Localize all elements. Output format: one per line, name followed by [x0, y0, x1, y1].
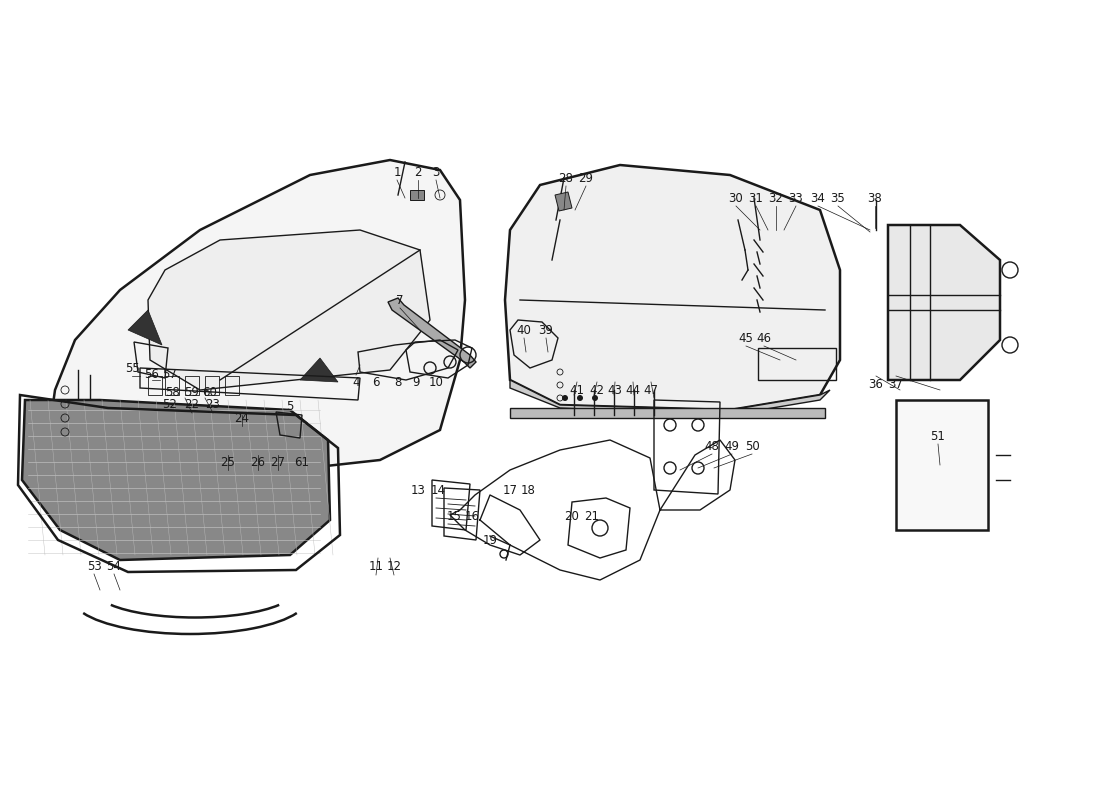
Text: 44: 44	[626, 383, 640, 397]
Text: 9: 9	[412, 377, 420, 390]
Text: 33: 33	[789, 191, 803, 205]
Text: 51: 51	[931, 430, 945, 442]
Text: 28: 28	[559, 171, 573, 185]
Text: 54: 54	[107, 559, 121, 573]
Text: 35: 35	[830, 191, 846, 205]
Polygon shape	[888, 225, 1000, 380]
Text: 38: 38	[868, 191, 882, 205]
Text: 21: 21	[584, 510, 600, 522]
Circle shape	[592, 395, 598, 401]
Polygon shape	[510, 380, 830, 415]
Text: 5: 5	[286, 401, 294, 414]
Text: 57: 57	[163, 367, 177, 381]
Text: 55: 55	[124, 362, 140, 374]
Polygon shape	[505, 165, 840, 410]
Polygon shape	[510, 408, 825, 418]
Text: 39: 39	[539, 323, 553, 337]
Text: 6: 6	[372, 377, 379, 390]
Polygon shape	[300, 358, 338, 382]
Text: 12: 12	[386, 561, 402, 574]
Text: 37: 37	[889, 378, 903, 390]
Text: 29: 29	[579, 171, 594, 185]
Polygon shape	[556, 192, 572, 211]
Text: 2: 2	[415, 166, 421, 178]
Text: 53: 53	[87, 559, 101, 573]
Text: 59: 59	[185, 386, 199, 398]
Text: 56: 56	[144, 367, 159, 381]
Text: 52: 52	[163, 398, 177, 411]
Polygon shape	[148, 230, 430, 390]
Text: 1: 1	[394, 166, 400, 178]
Polygon shape	[388, 298, 476, 368]
Text: 19: 19	[483, 534, 497, 546]
Text: 48: 48	[705, 439, 719, 453]
Text: 58: 58	[165, 386, 179, 398]
Polygon shape	[48, 160, 465, 490]
Text: 41: 41	[570, 383, 584, 397]
Text: 14: 14	[430, 483, 446, 497]
Circle shape	[578, 395, 583, 401]
Text: 60: 60	[202, 386, 218, 398]
Text: 18: 18	[520, 483, 536, 497]
FancyBboxPatch shape	[410, 190, 424, 200]
Text: 50: 50	[745, 439, 759, 453]
Text: 11: 11	[368, 561, 384, 574]
Circle shape	[562, 395, 568, 401]
Text: 32: 32	[769, 191, 783, 205]
Polygon shape	[128, 310, 162, 345]
Text: 7: 7	[396, 294, 404, 306]
Text: 27: 27	[271, 455, 286, 469]
Text: 24: 24	[234, 411, 250, 425]
Text: 26: 26	[251, 455, 265, 469]
Text: 10: 10	[429, 377, 443, 390]
Text: 3: 3	[432, 166, 440, 178]
Text: 47: 47	[644, 383, 659, 397]
Text: 43: 43	[607, 383, 623, 397]
Text: 61: 61	[295, 455, 309, 469]
Polygon shape	[896, 400, 988, 530]
Text: 17: 17	[503, 483, 517, 497]
Text: 30: 30	[728, 191, 744, 205]
Text: 13: 13	[410, 483, 426, 497]
Text: 22: 22	[185, 398, 199, 411]
Text: 4: 4	[352, 377, 360, 390]
Text: 15: 15	[447, 510, 461, 522]
Text: 20: 20	[564, 510, 580, 522]
Text: 23: 23	[206, 398, 220, 411]
Text: 42: 42	[590, 383, 605, 397]
Text: 45: 45	[738, 331, 754, 345]
Text: 36: 36	[869, 378, 883, 390]
Text: 49: 49	[725, 439, 739, 453]
Text: 40: 40	[517, 323, 531, 337]
Text: 34: 34	[811, 191, 825, 205]
Text: 25: 25	[221, 455, 235, 469]
Text: 46: 46	[757, 331, 771, 345]
Text: 16: 16	[464, 510, 480, 522]
Text: 31: 31	[749, 191, 763, 205]
Polygon shape	[22, 400, 330, 560]
Text: 8: 8	[394, 377, 402, 390]
